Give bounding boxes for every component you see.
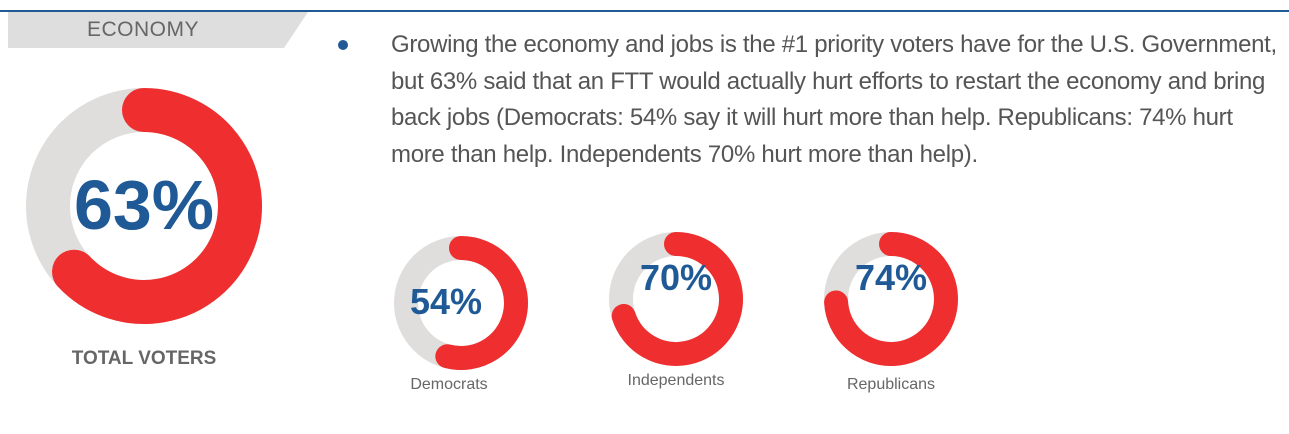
donut-value-republicans: 74% [854, 257, 928, 298]
donut-democrats [394, 236, 528, 370]
donut-arc-total-voters [52, 88, 262, 324]
bullet-text: Growing the economy and jobs is the #1 p… [391, 31, 1277, 168]
top-rule [0, 10, 1289, 12]
caption-independents: Independents [627, 372, 725, 389]
donut-value-democrats: 54% [409, 281, 483, 322]
section-label: ECONOMY [86, 18, 199, 41]
donut-arc-democrats [435, 236, 528, 370]
donut-arc-independents [611, 232, 743, 366]
donut-republicans [824, 232, 958, 366]
caption-democrats: Democrats [410, 376, 488, 393]
donut-independents [609, 232, 743, 366]
donut-total-voters [26, 88, 262, 324]
caption-total-voters: TOTAL VOTERS [71, 348, 217, 369]
donut-value-independents: 70% [639, 257, 713, 298]
donut-arc-republicans [824, 232, 958, 366]
section-tab [8, 12, 308, 48]
caption-republicans: Republicans [846, 376, 936, 393]
donut-value-total-voters: 63% [73, 166, 215, 244]
bullet-dot [338, 40, 348, 50]
